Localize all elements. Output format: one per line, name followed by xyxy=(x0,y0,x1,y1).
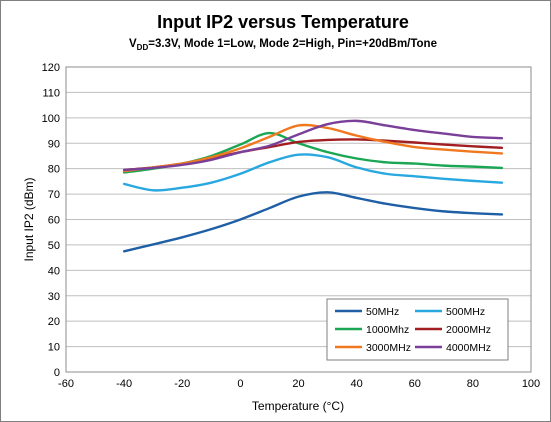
x-tick-label: -20 xyxy=(174,378,190,390)
y-tick-label: 90 xyxy=(48,138,60,150)
series-layer xyxy=(122,119,504,253)
x-axis-title: Temperature (°C) xyxy=(252,399,344,413)
series-line-1000mhz xyxy=(122,131,504,174)
x-tick-label: 20 xyxy=(292,378,304,390)
plot-area xyxy=(65,66,532,373)
series-line-4000mhz xyxy=(122,119,504,172)
y-tick-label: 120 xyxy=(42,62,60,74)
y-tick-label: 110 xyxy=(42,87,60,99)
y-tick-label: 10 xyxy=(48,342,60,354)
x-tick-label: -40 xyxy=(116,378,132,390)
x-tick-label: 100 xyxy=(522,378,540,390)
y-tick-label: 70 xyxy=(48,189,60,201)
y-axis-title: Input IP2 (dBm) xyxy=(22,177,36,261)
legend-label-50mhz: 50MHz xyxy=(366,306,399,318)
legend-label-3000mhz: 3000MHz xyxy=(366,342,411,354)
x-tick-label: 40 xyxy=(351,378,363,390)
y-tick-label: 80 xyxy=(48,164,60,176)
y-tick-label: 100 xyxy=(42,113,60,125)
x-tick-label: -60 xyxy=(58,378,74,390)
subtitle-prefix: V xyxy=(129,38,137,50)
series-line-500mhz xyxy=(122,153,504,192)
x-tick-label: 0 xyxy=(237,378,243,390)
y-tick-label: 40 xyxy=(48,265,60,277)
legend: 50MHz 500MHz 1000Mhz 2000MHz 3000MHz 4000MHz xyxy=(326,298,509,361)
x-tick-label: 80 xyxy=(467,378,479,390)
y-tick-label: 20 xyxy=(48,316,60,328)
y-tick-label: 50 xyxy=(48,240,60,252)
y-tick-label: 60 xyxy=(48,215,60,227)
series-line-50mhz xyxy=(122,191,504,253)
y-tick-labels: 0 10 20 30 40 50 60 70 80 90 100 110 120 xyxy=(42,62,60,379)
chart-title: Input IP2 versus Temperature xyxy=(157,12,409,32)
chart-subtitle: VDD=3.3V, Mode 1=Low, Mode 2=High, Pin=+… xyxy=(129,38,437,52)
subtitle-subscript: DD xyxy=(137,43,149,52)
series-line-3000mhz xyxy=(122,123,504,173)
y-tick-label: 30 xyxy=(48,291,60,303)
x-tick-labels: -60 -40 -20 0 20 40 60 80 100 xyxy=(58,378,540,390)
legend-label-4000mhz: 4000MHz xyxy=(446,342,491,354)
x-tick-label: 60 xyxy=(409,378,421,390)
legend-label-2000mhz: 2000MHz xyxy=(446,324,491,336)
y-tick-label: 0 xyxy=(54,367,60,379)
legend-items: 50MHz 500MHz 1000Mhz 2000MHz 3000MHz 4000MHz xyxy=(335,306,491,354)
legend-label-1000mhz: 1000Mhz xyxy=(366,324,409,336)
subtitle-rest: =3.3V, Mode 1=Low, Mode 2=High, Pin=+20d… xyxy=(148,38,437,50)
legend-label-500mhz: 500MHz xyxy=(446,306,485,318)
